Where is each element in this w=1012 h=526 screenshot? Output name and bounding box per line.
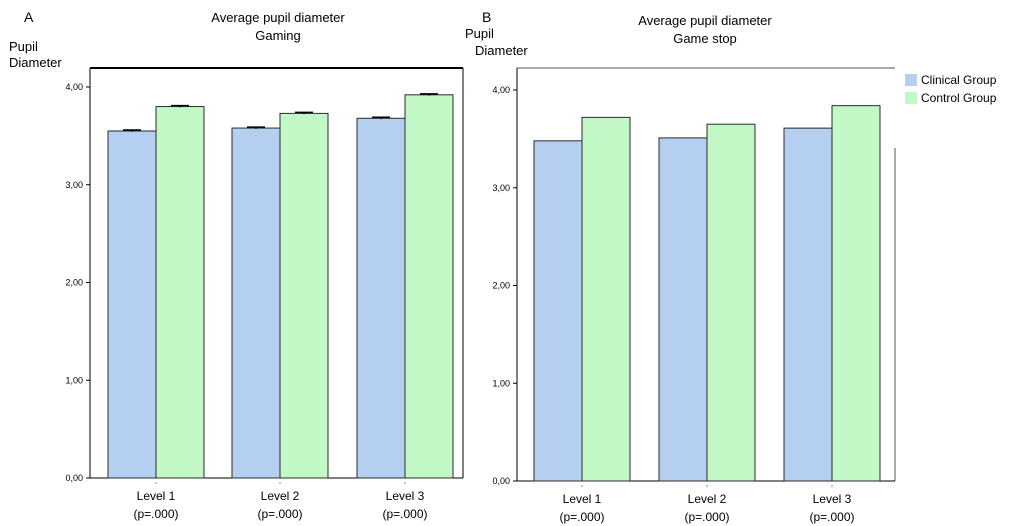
chart-a-ylabel-line-1: Pupil [9, 39, 38, 54]
chart-b-ytick-label: 0,00 [492, 476, 510, 486]
chart-b-ytick-label: 1,00 [492, 378, 510, 388]
chart-a-bar [155, 106, 205, 479]
chart-a-category-note: (p=.000) [133, 507, 178, 521]
chart-b-bar [658, 137, 708, 482]
legend-label-clinical: Clinical Group [921, 73, 997, 87]
legend: Clinical Group Control Group [905, 73, 997, 105]
legend-swatch-control [905, 92, 917, 104]
chart-b-ytick-label: 3,00 [492, 183, 510, 193]
chart-a-title-line-1: Average pupil diameter [211, 10, 345, 25]
chart-b-ylabel-line-1: Pupil [465, 26, 494, 41]
chart-a-bar [107, 130, 157, 479]
chart-b-bar [831, 105, 881, 482]
chart-a-category-label: Level 1 [137, 489, 176, 503]
chart-b-title-line-1: Average pupil diameter [638, 13, 772, 28]
chart-a-ytick-label: 4,00 [65, 82, 83, 92]
panel-letter-a: A [24, 9, 34, 25]
chart-panel-a: A Average pupil diameter Gaming Pupil Di… [9, 9, 464, 521]
chart-b-category-label: Level 3 [813, 492, 852, 506]
chart-a-category-label: Level 3 [386, 489, 425, 503]
chart-b-category-label: Level 1 [563, 492, 602, 506]
chart-a-ytick-label: 0,00 [65, 473, 83, 483]
chart-a-bar [404, 94, 454, 479]
chart-b-bar [783, 127, 833, 482]
chart-a-ytick-label: 3,00 [65, 180, 83, 190]
chart-a-bar [231, 127, 281, 479]
chart-b-ytick-label: 4,00 [492, 85, 510, 95]
chart-b-title-line-2: Game stop [673, 31, 737, 46]
chart-a-category-note: (p=.000) [382, 507, 427, 521]
chart-b-category-note: (p=.000) [684, 510, 729, 524]
chart-b-ytick-label: 2,00 [492, 281, 510, 291]
chart-a-category-label: Level 2 [261, 489, 300, 503]
chart-a-bar [279, 112, 329, 479]
panel-letter-b: B [482, 9, 491, 25]
chart-b-ylabel-line-2: Diameter [475, 43, 528, 58]
chart-b-bar [533, 140, 583, 482]
chart-a-bar [356, 117, 406, 479]
chart-a-ylabel-line-2: Diameter [9, 55, 62, 70]
chart-b-bar [581, 116, 631, 482]
chart-b-bar [706, 123, 756, 482]
chart-b-category-note: (p=.000) [809, 510, 854, 524]
legend-swatch-clinical [905, 74, 917, 86]
chart-a-ytick-label: 2,00 [65, 278, 83, 288]
chart-a-category-note: (p=.000) [257, 507, 302, 521]
chart-b-category-note: (p=.000) [559, 510, 604, 524]
legend-label-control: Control Group [921, 91, 997, 105]
chart-a-title-line-2: Gaming [255, 28, 301, 43]
chart-panel-b: B Average pupil diameter Game stop Pupil… [465, 9, 896, 524]
chart-b-category-label: Level 2 [688, 492, 727, 506]
chart-a-ytick-label: 1,00 [65, 375, 83, 385]
